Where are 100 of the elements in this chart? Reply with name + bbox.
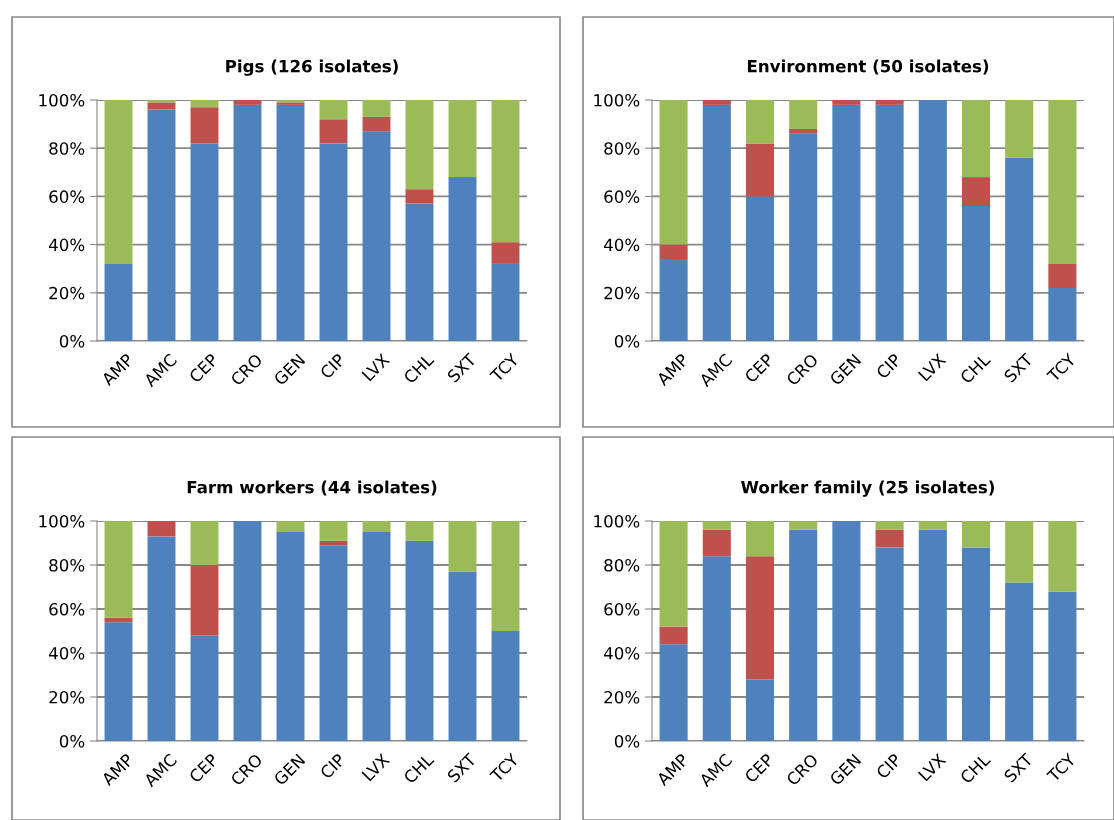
bar — [659, 644, 688, 741]
bar — [961, 206, 991, 341]
y-tick-label: 60% — [49, 190, 85, 203]
bar — [362, 131, 391, 341]
x-tick-label: CHL — [402, 352, 435, 385]
bar — [491, 242, 520, 264]
y-tick-label: 100% — [594, 93, 640, 107]
bar — [405, 189, 434, 204]
y-tick-label: 0% — [59, 734, 85, 748]
bar — [702, 556, 731, 741]
y-tick-label: 60% — [604, 190, 640, 203]
bar — [918, 100, 947, 341]
bar — [961, 177, 991, 207]
x-tick-label: CIP — [875, 352, 903, 380]
bar — [1005, 157, 1034, 341]
bar — [745, 556, 775, 680]
bar — [362, 116, 391, 132]
bar — [832, 521, 861, 741]
bar — [789, 521, 818, 530]
bar — [659, 100, 688, 245]
bar — [918, 529, 947, 741]
bar — [491, 521, 520, 631]
bar — [491, 100, 520, 243]
y-tick-label: 20% — [604, 690, 640, 704]
y-tick-label: 40% — [48, 238, 85, 252]
x-tick-label: TCY — [489, 752, 520, 783]
x-tick-label: CIP — [319, 752, 346, 780]
bar — [875, 547, 904, 741]
bar — [659, 259, 688, 341]
x-tick-label: TCY — [1046, 352, 1077, 383]
bar — [147, 521, 176, 537]
chart-title: Pigs (126 isolates) — [226, 59, 398, 76]
bar — [702, 104, 731, 341]
chart-title: Farm workers (44 isolates) — [187, 480, 437, 496]
bar — [491, 631, 520, 741]
bar — [319, 100, 348, 120]
bar — [190, 521, 219, 565]
chart-title: Worker family (25 isolates) — [741, 480, 994, 497]
x-tick-label: LVX — [917, 352, 947, 382]
bar — [104, 521, 133, 618]
bar — [961, 100, 991, 178]
bar — [362, 100, 391, 117]
y-tick-label: 100% — [39, 93, 85, 107]
bar — [702, 521, 731, 530]
x-tick-label: LVX — [361, 752, 391, 782]
x-tick-label: CHL — [959, 352, 992, 385]
bar — [104, 100, 133, 264]
x-tick-label: CHL — [402, 752, 435, 785]
bar — [405, 100, 434, 190]
bar — [1005, 100, 1034, 158]
bar — [147, 536, 176, 741]
bar — [1005, 521, 1034, 583]
bar — [147, 109, 176, 341]
y-tick-label: 0% — [614, 734, 640, 748]
bar — [961, 521, 991, 548]
bar — [190, 565, 219, 636]
x-tick-label: LVX — [917, 752, 947, 782]
bar — [702, 529, 731, 557]
bar — [1048, 263, 1077, 288]
bar — [233, 104, 262, 341]
bar — [233, 521, 262, 741]
chart-title: Environment (50 isolates) — [747, 59, 989, 75]
y-tick-label: 100% — [39, 514, 85, 528]
bar — [745, 100, 775, 144]
bar — [789, 100, 818, 129]
bar — [190, 107, 219, 144]
bar — [875, 521, 904, 530]
bar — [276, 104, 305, 341]
bar — [319, 143, 348, 341]
x-tick-label: TCY — [1046, 752, 1077, 783]
bar — [1048, 591, 1077, 741]
x-tick-label: CIP — [875, 752, 903, 780]
bar — [659, 626, 688, 645]
y-tick-label: 0% — [59, 334, 85, 348]
bar — [961, 547, 991, 741]
bar — [789, 133, 818, 341]
bar — [362, 532, 391, 741]
y-tick-label: 80% — [604, 558, 640, 572]
bar — [832, 104, 861, 341]
bar — [832, 100, 861, 105]
bar — [448, 100, 477, 178]
bar — [319, 521, 348, 541]
bar — [918, 521, 947, 530]
y-tick-label: 80% — [49, 558, 85, 572]
x-tick-label: CHL — [959, 752, 992, 785]
bar — [190, 635, 219, 741]
bar — [448, 521, 477, 572]
y-tick-label: 20% — [49, 286, 85, 300]
bar — [104, 622, 133, 741]
bar — [276, 521, 305, 532]
y-tick-label: 40% — [603, 646, 640, 660]
y-tick-label: 60% — [604, 602, 640, 616]
x-tick-label: CEP — [188, 752, 219, 784]
bar — [875, 100, 904, 105]
y-tick-label: 0% — [614, 334, 640, 348]
bar — [745, 143, 775, 197]
bar — [1048, 287, 1077, 341]
bar — [405, 540, 434, 741]
y-tick-label: 40% — [603, 238, 640, 252]
bar — [405, 203, 434, 341]
